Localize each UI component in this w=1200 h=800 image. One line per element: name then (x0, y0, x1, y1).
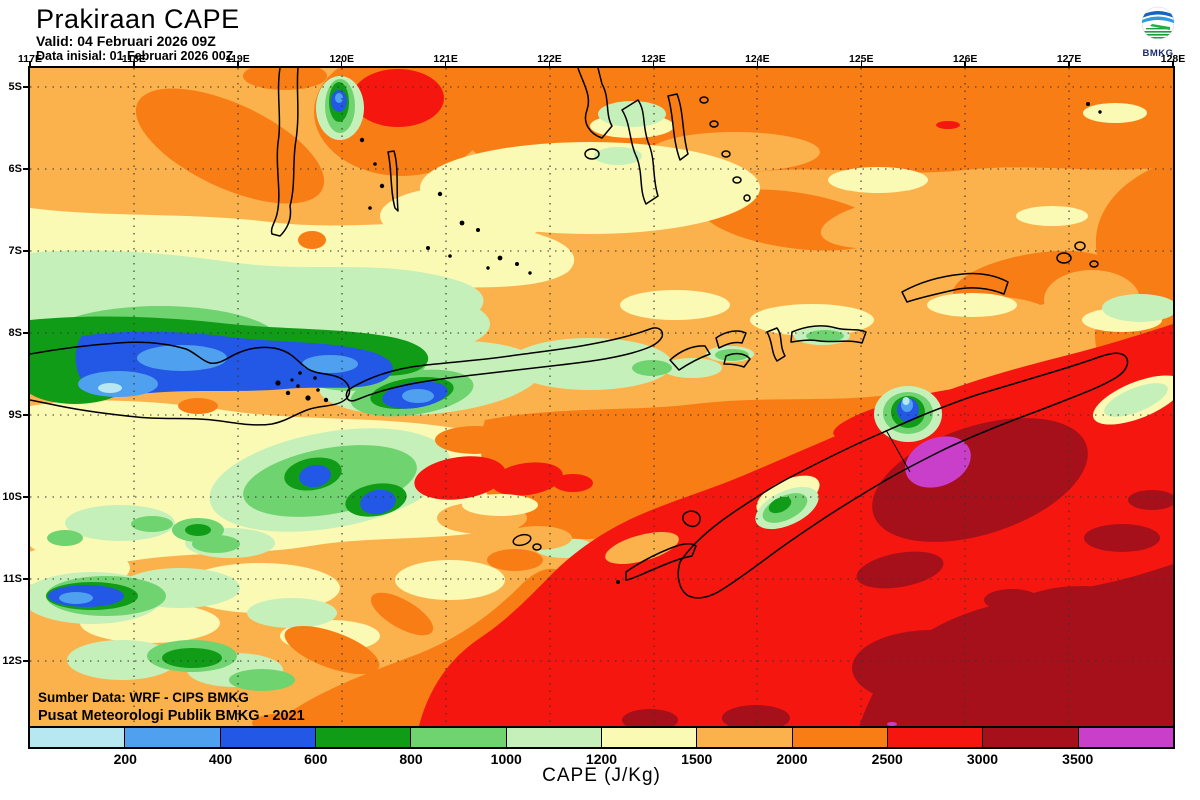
lon-label-127E: 127E (1056, 53, 1082, 65)
lon-tick (964, 61, 966, 66)
coastlines (30, 68, 1129, 599)
colorbar-segment-2 (220, 728, 316, 747)
lon-label-123E: 123E (641, 53, 666, 65)
page-title: Prakiraan CAPE (36, 4, 240, 34)
lon-label-118E: 118E (121, 53, 146, 65)
lon-label-125E: 125E (849, 53, 874, 65)
colorbar-tick-3000: 3000 (966, 751, 999, 767)
cape-field-map: Sumber Data: WRF - CIPS BMKG Pusat Meteo… (30, 68, 1173, 730)
lat-tick (23, 414, 28, 416)
lon-tick (29, 61, 31, 66)
colorbar-segment-6 (601, 728, 698, 747)
lon-tick (860, 61, 863, 66)
lat-tick (23, 660, 28, 662)
colorbar-tick-1500: 1500 (681, 751, 713, 767)
lat-tick (23, 496, 28, 498)
lon-tick (444, 61, 447, 66)
colorbar-tick-2500: 2500 (871, 751, 903, 767)
colorbar-title: CAPE (J/Kg) (542, 765, 661, 786)
colorbar-segment-5 (506, 728, 602, 747)
colorbar-segment-3 (315, 728, 412, 747)
lon-label-121E: 121E (433, 53, 458, 65)
lat-tick (23, 168, 28, 170)
colorbar-tick-2000: 2000 (776, 751, 808, 767)
lat-label-6S: 6S (8, 163, 22, 175)
lat-label-9S: 9S (8, 409, 22, 421)
map-frame: Sumber Data: WRF - CIPS BMKG Pusat Meteo… (28, 66, 1175, 732)
lat-label-7S: 7S (8, 245, 22, 257)
lon-tick (237, 61, 239, 66)
lon-label-124E: 124E (745, 53, 770, 65)
lon-tick (340, 61, 343, 66)
colorbar-segment-1 (125, 728, 221, 747)
lon-tick (133, 61, 135, 66)
colorbar-tick-400: 400 (208, 751, 233, 767)
lon-tick (1068, 61, 1070, 66)
colorbar-segment-9 (887, 728, 984, 747)
colorbar-tick-1000: 1000 (490, 751, 522, 767)
colorbar-tick-3500: 3500 (1062, 751, 1094, 767)
colorbar-tick-800: 800 (399, 751, 423, 767)
cape-contour-field (30, 68, 1173, 730)
colorbar-tick-600: 600 (304, 751, 328, 767)
lat-label-12S: 12S (2, 655, 22, 667)
lat-tick (23, 332, 28, 334)
colorbar-segment-0 (30, 728, 126, 747)
source-line-2: Pusat Meteorologi Publik BMKG - 2021 (38, 708, 305, 724)
lon-label-117E: 117E (18, 53, 42, 65)
colorbar-segment-10 (983, 728, 1079, 747)
bmkg-logo-text: BMKG (1142, 48, 1174, 59)
lat-tick (23, 86, 28, 88)
lon-label-122E: 122E (537, 53, 562, 65)
bmkg-logo-icon (1141, 6, 1175, 40)
initial-data-label: Data inisial: 01 Februari 2026 00Z (36, 49, 234, 63)
colorbar-segment-7 (697, 728, 793, 747)
lon-tick (756, 61, 759, 66)
bmkg-logo: BMKG (1134, 4, 1182, 59)
lon-label-119E: 119E (225, 53, 250, 65)
colorbar-segment-11 (1078, 728, 1173, 747)
islet-dots (275, 102, 1102, 584)
lat-tick (23, 250, 28, 252)
colorbar-tick-200: 200 (113, 751, 137, 767)
colorbar-tick-1200: 1200 (585, 751, 618, 767)
colorbar-segment-8 (792, 728, 888, 747)
lon-tick (1172, 61, 1174, 66)
lon-tick (548, 61, 551, 66)
source-line-1: Sumber Data: WRF - CIPS BMKG (38, 690, 249, 705)
graticule-grid (30, 68, 1173, 730)
lat-label-5S: 5S (8, 81, 22, 93)
lon-label-120E: 120E (329, 53, 354, 65)
lat-label-11S: 11S (3, 573, 22, 585)
lat-label-10S: 10S (2, 491, 22, 503)
valid-time-label: Valid: 04 Februari 2026 09Z (36, 33, 216, 49)
source-attribution: Sumber Data: WRF - CIPS BMKG Pusat Meteo… (38, 690, 305, 724)
lon-tick (652, 61, 655, 66)
lon-label-126E: 126E (952, 53, 978, 65)
colorbar-legend (28, 726, 1175, 749)
colorbar-segment-4 (411, 728, 507, 747)
lon-label-128E: 128E (1160, 53, 1186, 65)
lat-label-8S: 8S (8, 327, 22, 339)
lat-tick (23, 578, 28, 580)
